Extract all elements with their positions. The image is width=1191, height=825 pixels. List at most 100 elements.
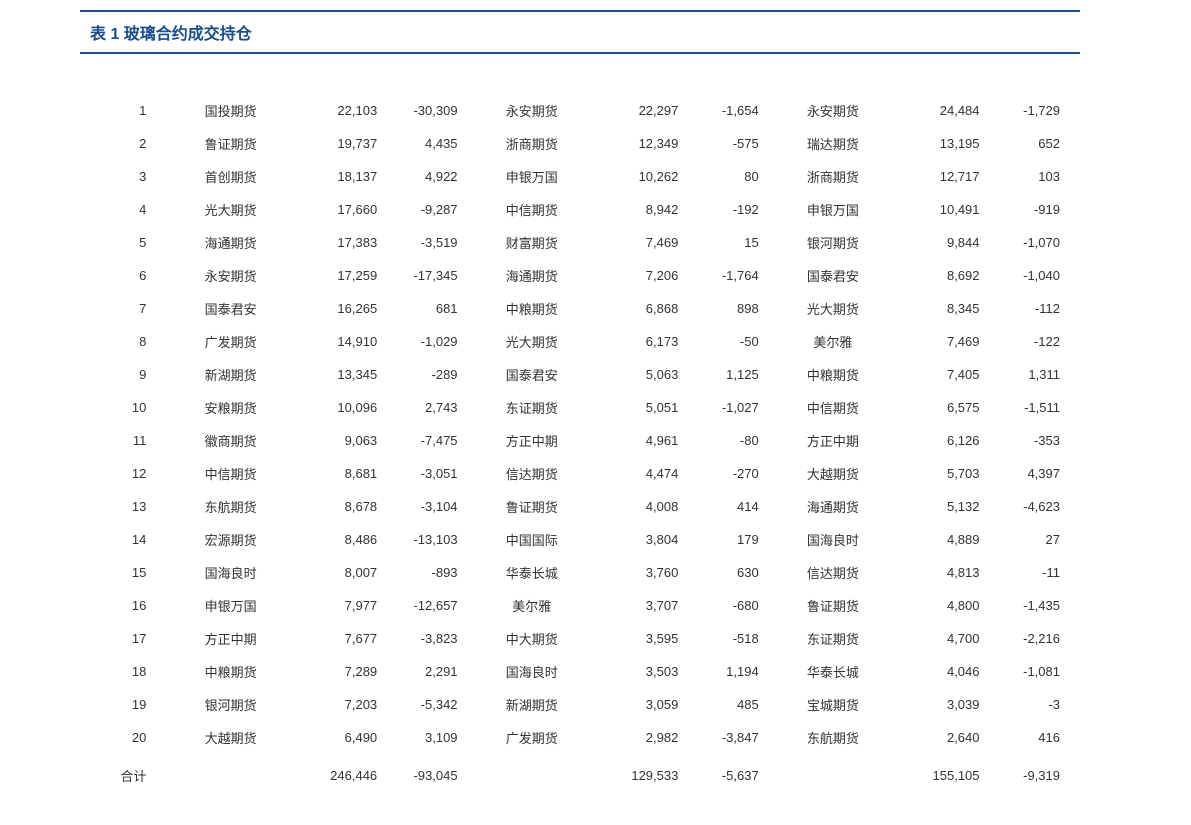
val1-cell: 17,660 — [285, 193, 381, 226]
name3-cell: 光大期货 — [779, 292, 887, 325]
rank-cell: 17 — [80, 622, 176, 655]
val1-cell: 13,345 — [285, 358, 381, 391]
name3-cell: 中信期货 — [779, 391, 887, 424]
name1-cell: 鲁证期货 — [176, 127, 284, 160]
val2-cell: 4,474 — [586, 457, 682, 490]
chg3-cell: -3 — [984, 688, 1080, 721]
name1-cell: 银河期货 — [176, 688, 284, 721]
name2-cell: 浙商期货 — [478, 127, 586, 160]
table-title: 表 1 玻璃合约成交持仓 — [80, 10, 1080, 54]
val1-cell: 8,007 — [285, 556, 381, 589]
chg3-cell: 416 — [984, 721, 1080, 754]
name1-cell: 国海良时 — [176, 556, 284, 589]
name3-cell: 国泰君安 — [779, 259, 887, 292]
table-row: 9 新湖期货 13,345 -289 国泰君安 5,063 1,125 中粮期货… — [80, 358, 1080, 391]
val2-cell: 3,707 — [586, 589, 682, 622]
table-row: 10 安粮期货 10,096 2,743 东证期货 5,051 -1,027 中… — [80, 391, 1080, 424]
rank-cell: 4 — [80, 193, 176, 226]
name1-cell: 申银万国 — [176, 589, 284, 622]
chg3-cell: -11 — [984, 556, 1080, 589]
val3-cell: 4,800 — [887, 589, 983, 622]
rank-cell: 5 — [80, 226, 176, 259]
rank-cell: 20 — [80, 721, 176, 754]
chg3-cell: -112 — [984, 292, 1080, 325]
name1-cell: 大越期货 — [176, 721, 284, 754]
chg2-cell: -50 — [682, 325, 778, 358]
val3-cell: 13,195 — [887, 127, 983, 160]
name2-cell: 新湖期货 — [478, 688, 586, 721]
total-val3: 155,105 — [887, 754, 983, 792]
table-row: 16 申银万国 7,977 -12,657 美尔雅 3,707 -680 鲁证期… — [80, 589, 1080, 622]
rank-cell: 8 — [80, 325, 176, 358]
chg3-cell: 1,311 — [984, 358, 1080, 391]
val2-cell: 8,942 — [586, 193, 682, 226]
name1-cell: 中粮期货 — [176, 655, 284, 688]
val3-cell: 5,703 — [887, 457, 983, 490]
rank-cell: 12 — [80, 457, 176, 490]
chg2-cell: 80 — [682, 160, 778, 193]
val3-cell: 4,046 — [887, 655, 983, 688]
chg3-cell: -122 — [984, 325, 1080, 358]
chg1-cell: 4,922 — [381, 160, 477, 193]
val1-cell: 8,486 — [285, 523, 381, 556]
total-label: 合计 — [80, 754, 176, 792]
val1-cell: 7,289 — [285, 655, 381, 688]
rank-cell: 3 — [80, 160, 176, 193]
name2-cell: 光大期货 — [478, 325, 586, 358]
chg1-cell: 2,291 — [381, 655, 477, 688]
val1-cell: 8,681 — [285, 457, 381, 490]
chg1-cell: -893 — [381, 556, 477, 589]
val2-cell: 3,059 — [586, 688, 682, 721]
chg3-cell: -1,040 — [984, 259, 1080, 292]
chg3-cell: -1,511 — [984, 391, 1080, 424]
total-chg3: -9,319 — [984, 754, 1080, 792]
name1-cell: 国投期货 — [176, 94, 284, 127]
val2-cell: 6,173 — [586, 325, 682, 358]
val3-cell: 8,345 — [887, 292, 983, 325]
rank-cell: 13 — [80, 490, 176, 523]
val3-cell: 2,640 — [887, 721, 983, 754]
table-row: 18 中粮期货 7,289 2,291 国海良时 3,503 1,194 华泰长… — [80, 655, 1080, 688]
chg2-cell: 1,194 — [682, 655, 778, 688]
chg3-cell: 103 — [984, 160, 1080, 193]
rank-cell: 16 — [80, 589, 176, 622]
val3-cell: 7,405 — [887, 358, 983, 391]
name2-cell: 中国国际 — [478, 523, 586, 556]
table-row: 6 永安期货 17,259 -17,345 海通期货 7,206 -1,764 … — [80, 259, 1080, 292]
rank-cell: 2 — [80, 127, 176, 160]
chg1-cell: -3,823 — [381, 622, 477, 655]
val2-cell: 5,063 — [586, 358, 682, 391]
val3-cell: 12,717 — [887, 160, 983, 193]
name3-cell: 东航期货 — [779, 721, 887, 754]
table-row: 1 国投期货 22,103 -30,309 永安期货 22,297 -1,654… — [80, 94, 1080, 127]
total-row: 合计 246,446 -93,045 129,533 -5,637 155,10… — [80, 754, 1080, 792]
chg1-cell: -17,345 — [381, 259, 477, 292]
val1-cell: 14,910 — [285, 325, 381, 358]
name3-cell: 申银万国 — [779, 193, 887, 226]
val3-cell: 3,039 — [887, 688, 983, 721]
chg1-cell: 681 — [381, 292, 477, 325]
table-row: 12 中信期货 8,681 -3,051 信达期货 4,474 -270 大越期… — [80, 457, 1080, 490]
chg3-cell: -1,070 — [984, 226, 1080, 259]
val3-cell: 5,132 — [887, 490, 983, 523]
val1-cell: 19,737 — [285, 127, 381, 160]
rank-cell: 9 — [80, 358, 176, 391]
rank-cell: 10 — [80, 391, 176, 424]
table-row: 15 国海良时 8,007 -893 华泰长城 3,760 630 信达期货 4… — [80, 556, 1080, 589]
table-row: 8 广发期货 14,910 -1,029 光大期货 6,173 -50 美尔雅 … — [80, 325, 1080, 358]
name2-cell: 方正中期 — [478, 424, 586, 457]
table-row: 14 宏源期货 8,486 -13,103 中国国际 3,804 179 国海良… — [80, 523, 1080, 556]
total-chg1: -93,045 — [381, 754, 477, 792]
val1-cell: 9,063 — [285, 424, 381, 457]
chg1-cell: -3,104 — [381, 490, 477, 523]
table-row: 2 鲁证期货 19,737 4,435 浙商期货 12,349 -575 瑞达期… — [80, 127, 1080, 160]
val2-cell: 7,469 — [586, 226, 682, 259]
val2-cell: 3,760 — [586, 556, 682, 589]
chg2-cell: 15 — [682, 226, 778, 259]
chg3-cell: -1,729 — [984, 94, 1080, 127]
name1-cell: 新湖期货 — [176, 358, 284, 391]
rank-cell: 14 — [80, 523, 176, 556]
empty-cell — [779, 754, 887, 792]
chg2-cell: -80 — [682, 424, 778, 457]
name2-cell: 永安期货 — [478, 94, 586, 127]
